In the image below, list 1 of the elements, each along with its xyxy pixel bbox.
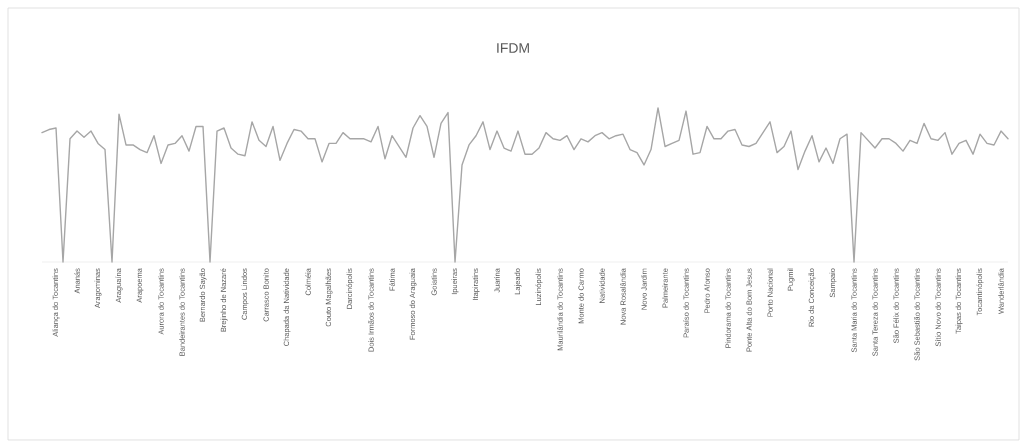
chart-title: IFDM bbox=[497, 43, 529, 53]
